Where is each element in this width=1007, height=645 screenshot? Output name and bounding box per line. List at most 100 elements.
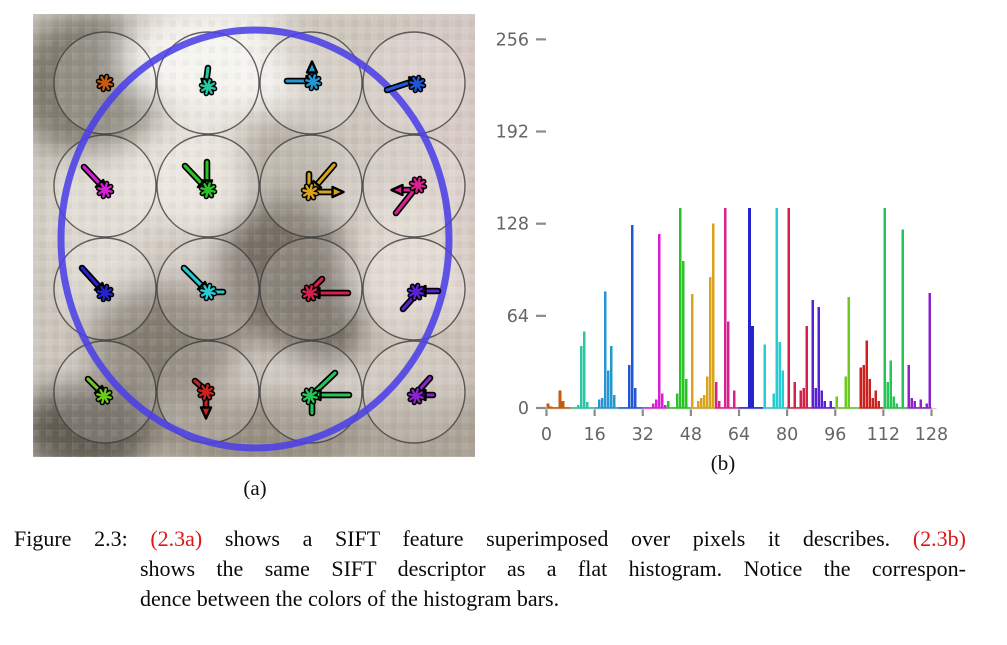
histogram-bar [793, 382, 796, 408]
sift-feature-image [33, 14, 475, 457]
arrow-head [305, 60, 319, 74]
histogram-bar [651, 403, 655, 408]
histogram-bar [585, 402, 589, 408]
star-marker [200, 79, 216, 95]
arrow-head [199, 406, 213, 420]
histogram-bar [925, 403, 929, 408]
x-tick-label: 32 [632, 425, 654, 445]
histogram-bar [799, 390, 802, 408]
caption-text: dence between the colors of the histogra… [140, 586, 560, 611]
sift-descriptor-histogram: 0 64 128 192 256 0 16 32 48 64 80 96 112 128 [496, 30, 949, 445]
histogram-bar [630, 225, 634, 408]
histogram-bar [706, 376, 709, 408]
orientation-glyph-r2c2 [181, 158, 218, 200]
histogram-bar [691, 294, 694, 408]
arrow-line [419, 376, 432, 390]
caption-line: Figure 2.3: (2.3a) shows a SIFT feature … [14, 524, 966, 554]
orientation-glyph-r2c4 [390, 175, 428, 217]
histogram-bar [633, 387, 637, 408]
star-marker [305, 74, 321, 90]
star-marker [200, 284, 216, 300]
histogram-bar [724, 207, 727, 408]
histogram-bar [660, 393, 664, 408]
star-marker [97, 182, 113, 198]
orientation-glyph-r1c3 [283, 60, 323, 92]
histogram-bar [582, 331, 586, 408]
histogram-bar [606, 370, 610, 408]
histogram-bar [817, 307, 820, 408]
histogram-bar [627, 364, 631, 408]
histogram-bar [576, 405, 580, 408]
arrow-line [80, 266, 103, 291]
histogram-bar [805, 325, 808, 408]
y-tick-label: 0 [518, 399, 529, 419]
caption-text: Figure 2.3: [14, 526, 151, 551]
histogram-bar [910, 397, 914, 408]
orientation-glyph-r3c3 [300, 275, 352, 303]
star-marker [198, 384, 214, 400]
histogram-bar [859, 367, 863, 408]
panel-b-label: (b) [710, 451, 736, 475]
caption-figure-ref: (2.3a) [150, 526, 203, 551]
caption-line: dence between the colors of the histogra… [140, 584, 966, 614]
x-tick-label: 64 [728, 425, 750, 445]
histogram-bar [685, 379, 688, 408]
histogram-bar [781, 370, 784, 408]
histogram-bar [682, 261, 685, 408]
star-marker [302, 184, 318, 200]
histogram-bar [814, 387, 817, 408]
histogram-bar [667, 400, 670, 408]
panel-a-label: (a) [243, 476, 267, 500]
histogram-bar [697, 400, 700, 408]
x-tick-label: 112 [867, 425, 900, 445]
histogram-bar [895, 403, 899, 408]
arrow-line [313, 163, 336, 189]
histogram-bar [712, 223, 715, 408]
histogram-bar [928, 292, 932, 408]
histogram-bar [597, 399, 601, 408]
histogram-bar [703, 395, 706, 408]
orientation-glyph-r1c1 [95, 73, 115, 93]
histogram-bar [877, 400, 881, 408]
histogram-bar [835, 396, 838, 408]
histogram-bar [733, 390, 736, 408]
histogram-bar [549, 406, 553, 408]
y-tick-label: 64 [507, 307, 529, 327]
orientation-glyph-r3c1 [78, 264, 115, 303]
histogram-bar [579, 346, 583, 408]
histogram-bar [847, 297, 851, 408]
caption-figure-ref: (2.3b) [912, 526, 966, 551]
caption-text: shows a SIFT feature superimposed over p… [202, 526, 913, 551]
keypoint-scale-circle [57, 26, 453, 452]
histogram-bar [787, 207, 790, 408]
caption-line: shows the same SIFT descriptor as a flat… [140, 554, 966, 584]
histogram-bar [748, 207, 751, 408]
histogram-bar [727, 321, 730, 408]
star-marker [302, 285, 318, 301]
x-tick-label: 16 [583, 425, 605, 445]
histogram-bar [657, 233, 661, 408]
histogram-bar [654, 399, 658, 408]
histogram-bar [913, 400, 917, 408]
histogram-bar [676, 393, 679, 408]
histogram-bar [874, 390, 878, 408]
histogram-bar [763, 344, 766, 408]
histogram-bar [889, 360, 893, 408]
histogram-bar [664, 405, 667, 408]
orientation-glyph-r3c2 [180, 264, 227, 302]
histogram-bar [886, 382, 890, 408]
x-tick-label: 96 [824, 425, 846, 445]
orientation-glyph-r2c1 [80, 163, 115, 200]
star-marker [97, 75, 113, 91]
orientation-glyph-r1c2 [198, 64, 218, 97]
histogram-bar [862, 364, 866, 408]
histogram-bar [561, 400, 565, 408]
arrow-line [182, 266, 206, 290]
histogram-bar [901, 229, 905, 408]
figure-canvas: 0 64 128 192 256 0 16 32 48 64 80 96 112 128 [33, 14, 949, 457]
arrow-head [331, 185, 345, 199]
y-tick-label: 128 [496, 215, 529, 235]
histogram-bar [829, 400, 832, 408]
histogram-bar [865, 340, 869, 408]
